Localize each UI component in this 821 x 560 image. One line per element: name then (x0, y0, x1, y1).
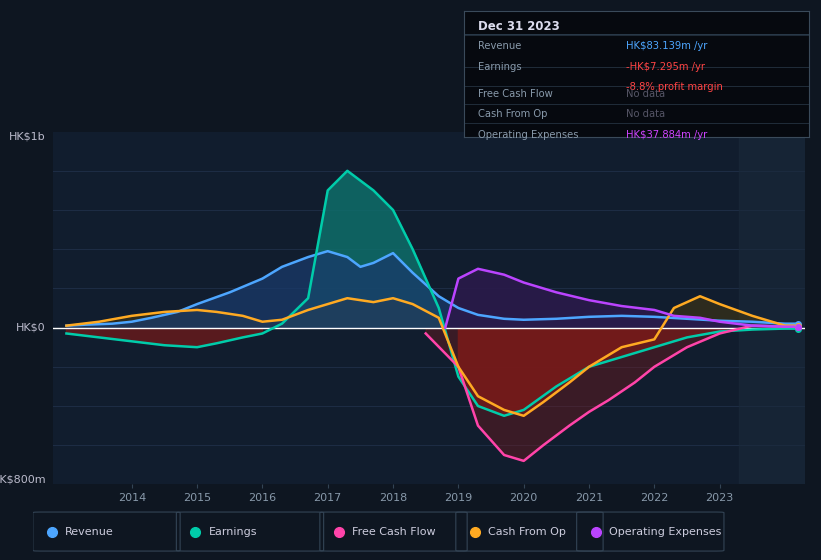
Text: HK$37.884m /yr: HK$37.884m /yr (626, 130, 707, 139)
Text: -HK$800m: -HK$800m (0, 474, 46, 484)
Text: -HK$7.295m /yr: -HK$7.295m /yr (626, 62, 705, 72)
Text: Free Cash Flow: Free Cash Flow (352, 526, 436, 536)
Text: Earnings: Earnings (478, 62, 521, 72)
Text: Revenue: Revenue (66, 526, 114, 536)
Text: Cash From Op: Cash From Op (478, 110, 547, 119)
Text: Earnings: Earnings (209, 526, 257, 536)
Text: Operating Expenses: Operating Expenses (609, 526, 722, 536)
Text: Dec 31 2023: Dec 31 2023 (478, 20, 559, 33)
Text: HK$83.139m /yr: HK$83.139m /yr (626, 41, 708, 52)
Text: No data: No data (626, 110, 665, 119)
Text: Cash From Op: Cash From Op (488, 526, 566, 536)
Bar (739, 132, 805, 484)
Text: Operating Expenses: Operating Expenses (478, 130, 578, 139)
Text: HK$1b: HK$1b (9, 132, 46, 142)
Text: -8.8% profit margin: -8.8% profit margin (626, 82, 722, 92)
Text: Revenue: Revenue (478, 41, 521, 52)
Text: HK$0: HK$0 (16, 323, 46, 333)
Text: Free Cash Flow: Free Cash Flow (478, 89, 553, 99)
Text: No data: No data (626, 89, 665, 99)
